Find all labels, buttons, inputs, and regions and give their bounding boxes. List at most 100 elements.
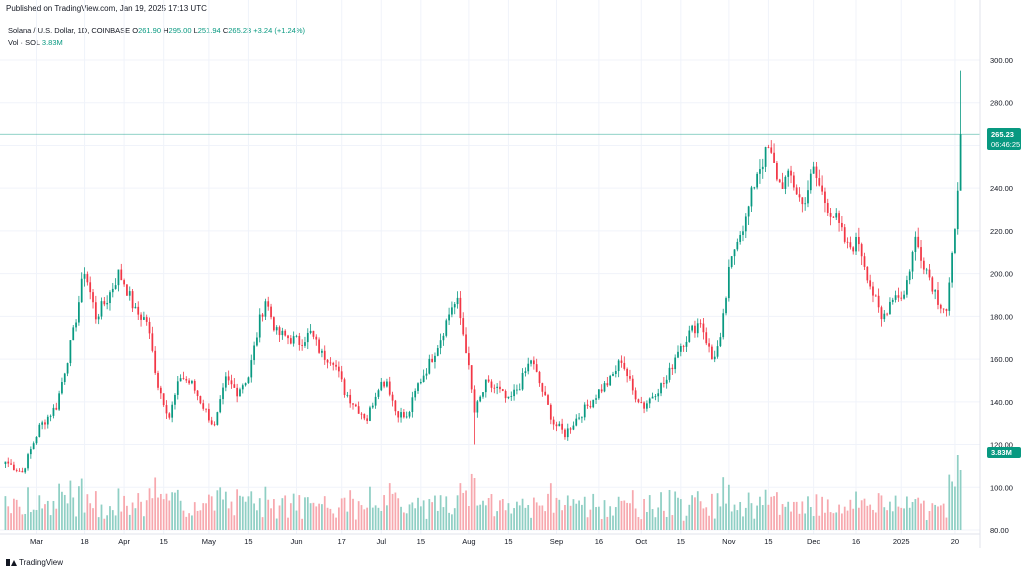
close-value: 265.23 [228, 26, 252, 35]
volume-bar [442, 507, 445, 530]
volume-bar [417, 497, 419, 530]
volume-bar [688, 504, 691, 530]
volume-bar [202, 503, 205, 530]
volume-bar [289, 503, 292, 530]
volume-bar [117, 488, 120, 530]
volume-bar [58, 483, 60, 530]
volume-bar [456, 495, 459, 530]
candle-body [572, 425, 575, 430]
time-tick-label: Aug [462, 537, 475, 546]
candle-body [824, 191, 826, 204]
volume-bar [72, 497, 75, 530]
volume-bar [595, 507, 597, 530]
volume-bar [606, 516, 609, 530]
volume-bar [298, 495, 301, 530]
candle-body [759, 169, 761, 174]
candle-body [812, 166, 815, 174]
candle-body [377, 390, 380, 397]
candle-body [561, 423, 564, 430]
tradingview-logo[interactable]: TradingView [6, 558, 63, 567]
candle-body [657, 393, 660, 397]
candle-body [287, 335, 289, 339]
volume-bar [860, 500, 863, 530]
candle-body [866, 266, 869, 281]
candle-body [843, 227, 846, 242]
time-axis[interactable]: Mar 18 Apr 15 May 15 Jun 17 Jul 15 Aug 15 Sep 16 Oct 15… [30, 537, 959, 546]
candle-body [821, 185, 823, 192]
candle-body [312, 330, 315, 337]
candle-body [335, 364, 337, 367]
candle-body [94, 302, 97, 320]
candle-body [764, 147, 767, 167]
candle-body [880, 307, 883, 320]
volume-bar [222, 499, 224, 530]
volume-bar [549, 483, 552, 530]
volume-bar [922, 500, 925, 530]
candle-body [131, 291, 134, 309]
volume-bar [660, 492, 662, 530]
candle-body [600, 389, 603, 392]
volume-bar [781, 504, 784, 530]
candle-body [414, 390, 417, 398]
candle-body [27, 454, 29, 469]
volume-bar [496, 511, 499, 530]
volume-bar [722, 477, 725, 530]
candle-body [58, 393, 60, 410]
price-axis[interactable]: 300.00280.00260.00240.00220.00200.00180.… [990, 56, 1013, 535]
volume-bar [210, 496, 213, 530]
volume-bar [306, 497, 309, 530]
volume-bar [747, 492, 750, 530]
volume-bar [369, 486, 371, 530]
volume-bar [640, 519, 643, 530]
candle-body [482, 392, 484, 397]
candle-body [660, 383, 662, 394]
volume-bar [363, 509, 366, 530]
candle-body [614, 370, 617, 374]
candle-body [855, 236, 857, 252]
candle-body [784, 176, 787, 189]
volume-bar [182, 510, 185, 530]
time-tick-label: 15 [417, 537, 425, 546]
price-tick-label: 120.00 [990, 441, 1013, 450]
close-key: C [222, 26, 229, 35]
candle-body [544, 391, 547, 396]
candle-body [688, 330, 691, 342]
candle-body [691, 325, 693, 331]
price-badge-value: 265.23 [991, 130, 1014, 139]
volume-bar [674, 491, 677, 530]
volume-bar [137, 493, 140, 530]
volume-bar [162, 499, 165, 530]
candle-body [244, 383, 247, 386]
volume-bar [38, 495, 41, 530]
high-value: 295.00 [168, 26, 192, 35]
volume-bar [801, 501, 804, 530]
candle-body [699, 323, 702, 325]
volume-bar [954, 486, 956, 530]
volume-bar [346, 511, 349, 530]
time-tick-label: Mar [30, 537, 43, 546]
volume-bar [742, 516, 744, 530]
candle-body [289, 338, 292, 344]
volume-bar [253, 503, 255, 530]
volume-bar [696, 491, 699, 530]
candle-body [21, 470, 24, 473]
candle-body [665, 379, 668, 384]
candle-body [41, 422, 44, 425]
candle-body [597, 389, 600, 399]
volume-bar [826, 499, 829, 530]
volume-bar [371, 507, 374, 530]
volume-bar [521, 498, 524, 530]
volume-bar [956, 455, 959, 530]
price-tick-label: 220.00 [990, 227, 1013, 236]
candle-body [380, 381, 383, 391]
candle-body [4, 461, 7, 465]
volume-bar [459, 483, 462, 530]
candle-body [145, 317, 148, 322]
candle-body [329, 362, 332, 364]
volume-bar [651, 509, 654, 530]
candle-body [857, 236, 860, 245]
volume-bar [256, 510, 258, 530]
candle-body [239, 389, 241, 397]
candle-body [869, 280, 872, 287]
